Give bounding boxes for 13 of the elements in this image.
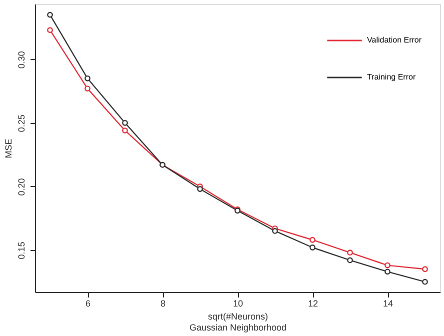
- y-tick-label: 0.20: [16, 178, 26, 196]
- y-axis-title: MSE: [4, 138, 14, 158]
- x-tick-label: 14: [382, 298, 394, 308]
- legend-label: Training Error: [367, 72, 416, 82]
- x-tick-label: 8: [160, 298, 166, 308]
- x-tick-label: 6: [85, 298, 91, 308]
- x-tick-label: 10: [232, 298, 244, 308]
- y-tick-label: 0.30: [16, 51, 26, 69]
- y-tick-label: 0.15: [16, 242, 26, 260]
- x-tick-label: 12: [308, 298, 318, 308]
- y-tick-label: 0.25: [16, 114, 26, 132]
- legend-label: Validation Error: [367, 36, 422, 44]
- x-axis-title: sqrt(#Neurons) Gaussian Neighborhood: [189, 312, 287, 332]
